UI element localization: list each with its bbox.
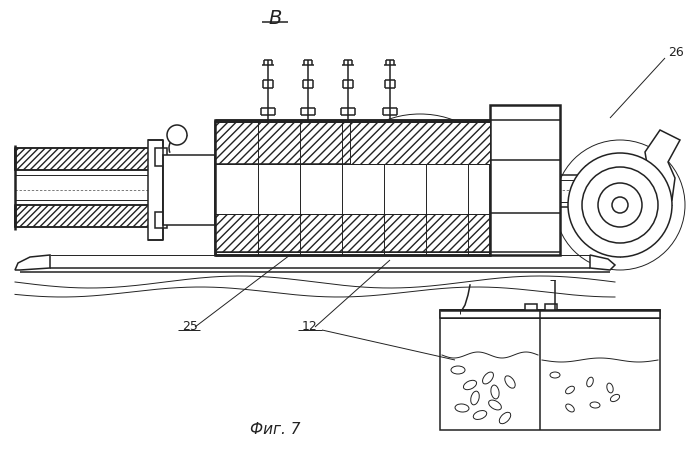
Text: В: В [268,9,282,27]
Polygon shape [590,255,615,270]
Bar [215,214,490,252]
Bar [15,148,155,170]
Text: 25: 25 [182,320,198,333]
Polygon shape [645,130,680,215]
Bar [525,304,537,310]
Text: 26: 26 [668,45,684,59]
Text: Фиг. 7: Фиг. 7 [250,422,301,437]
Ellipse shape [565,404,575,412]
Ellipse shape [550,372,560,378]
Bar [597,196,615,204]
Ellipse shape [505,376,515,388]
Ellipse shape [491,385,499,399]
Bar [350,122,490,164]
Polygon shape [15,255,50,270]
Bar [597,183,615,191]
Bar [15,205,155,227]
Ellipse shape [489,400,501,410]
Ellipse shape [590,402,600,408]
Ellipse shape [455,404,469,412]
Circle shape [598,183,642,227]
Bar [155,148,167,166]
Bar [440,310,660,430]
Bar [215,122,490,164]
Circle shape [582,167,658,243]
Circle shape [612,197,628,213]
Bar [585,170,597,212]
Bar [155,212,167,228]
Bar [490,105,560,255]
Ellipse shape [482,372,493,384]
Circle shape [167,125,187,145]
Ellipse shape [470,391,480,405]
Bar [545,304,557,310]
Bar [163,155,215,225]
Ellipse shape [607,383,613,393]
Ellipse shape [499,412,511,424]
Bar [440,310,660,318]
Circle shape [568,153,672,257]
Ellipse shape [610,394,619,402]
Ellipse shape [586,377,593,387]
Ellipse shape [565,386,575,394]
Bar [215,164,490,214]
Bar [148,140,163,240]
Ellipse shape [473,410,487,420]
Ellipse shape [451,366,465,374]
Ellipse shape [463,380,477,390]
Text: 12: 12 [302,320,318,333]
Bar [215,120,490,255]
